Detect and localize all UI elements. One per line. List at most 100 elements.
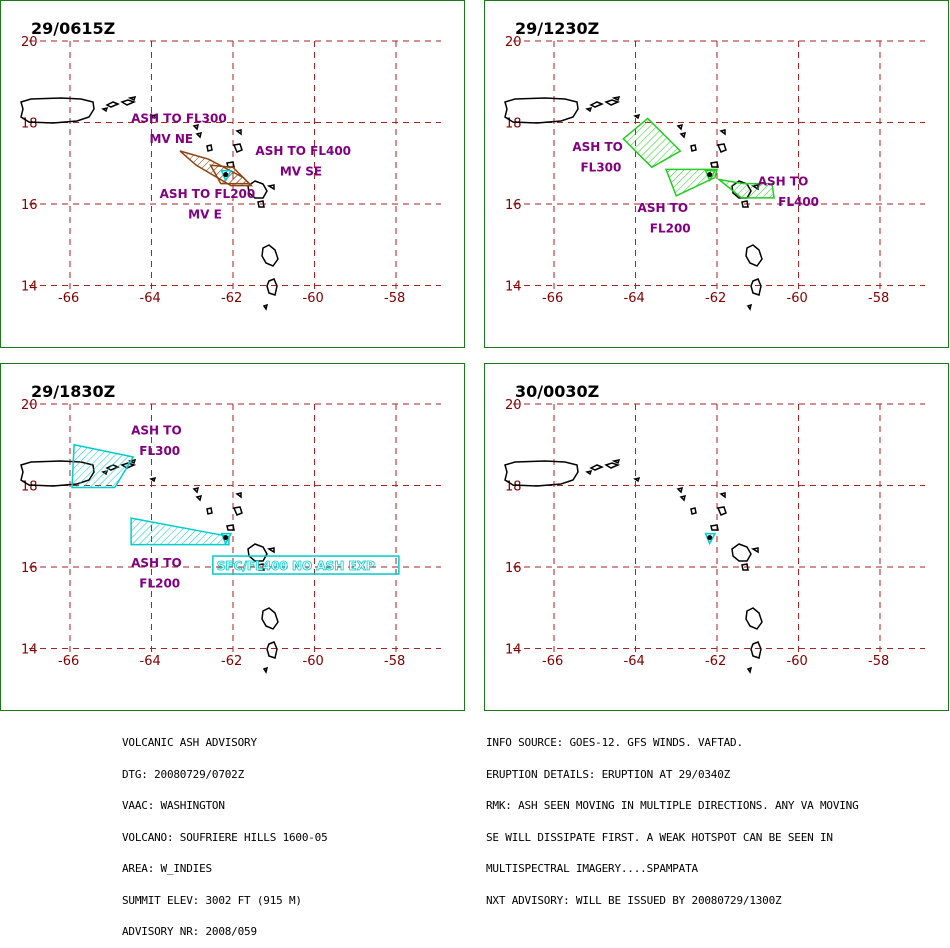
coastline <box>257 563 265 571</box>
ash-label: FL300 <box>580 160 621 174</box>
ash-label: MV E <box>188 207 222 221</box>
latitude-label: 14 <box>21 280 38 295</box>
coastline <box>745 607 763 630</box>
coastline <box>679 131 687 139</box>
advisory-line: AREA: W_INDIES <box>122 862 212 875</box>
forecast-panel-1: 20 18 16 14 -66 -64 -62 -60 -58 ASH TO FL300 MV NE… <box>0 0 465 348</box>
coastline <box>232 143 243 153</box>
latitude-label: 20 <box>505 35 522 50</box>
coastline <box>101 106 109 113</box>
ash-label: ASH TO FL400 <box>255 144 351 158</box>
advisory-line: VAAC: WASHINGTON <box>122 799 225 812</box>
latitude-label: 20 <box>21 35 38 50</box>
longitude-label: -58 <box>868 654 889 669</box>
coastline <box>105 101 120 108</box>
ash-label: ASH TO <box>758 175 809 189</box>
coastline <box>633 113 641 120</box>
coastline <box>127 459 137 465</box>
ash-label: FL400 <box>778 195 819 209</box>
advisory-line: VOLCANO: SOUFRIERE HILLS 1600-05 <box>122 830 328 844</box>
coastline <box>746 666 753 674</box>
longitude-label: -58 <box>384 291 405 306</box>
advisory-line: SE WILL DISSIPATE FIRST. A WEAK HOTSPOT … <box>486 830 833 844</box>
ash-label: FL200 <box>139 576 180 590</box>
coastline <box>266 641 278 659</box>
coastline <box>676 123 684 131</box>
coastline <box>247 180 268 199</box>
panel-time: 29/0615Z <box>31 19 116 38</box>
coastline <box>206 507 213 515</box>
coastline-group <box>20 96 279 311</box>
longitude-label: -64 <box>624 291 645 306</box>
coastline <box>20 97 95 124</box>
ash-label: ASH TO <box>131 424 182 438</box>
ash-area <box>622 117 682 169</box>
longitude-label: -64 <box>624 654 645 669</box>
longitude-label: -58 <box>868 291 889 306</box>
coastline <box>710 161 719 168</box>
coastline <box>235 492 242 499</box>
panel-time: 29/1230Z <box>515 19 600 38</box>
coastline <box>690 144 697 152</box>
advisory-line: ERUPTION DETAILS: ERUPTION AT 29/0340Z <box>486 767 731 781</box>
coastline <box>710 524 719 531</box>
coastline <box>232 506 243 516</box>
ash-area <box>716 178 775 199</box>
latitude-label: 16 <box>505 561 522 576</box>
coastline <box>745 244 763 267</box>
longitude-label: -62 <box>221 291 242 306</box>
coastline <box>266 278 278 296</box>
coastline <box>206 144 213 152</box>
volcano-marker <box>223 172 229 178</box>
latitude-label: 16 <box>21 198 38 213</box>
panel-time: 30/0030Z <box>515 382 600 401</box>
no-ash-label: SFC/FL400 NO ASH EXP <box>217 559 375 573</box>
no-ash-box <box>212 555 400 575</box>
longitude-label: -62 <box>705 291 726 306</box>
coastline <box>120 99 137 106</box>
advisory-line: ADVISORY NR: 2008/059 <box>122 925 257 938</box>
coastline <box>266 184 275 191</box>
coastline <box>589 101 604 108</box>
volcano-marker <box>223 535 229 541</box>
advisory-line: INFO SOURCE: GOES-12. GFS WINDS. VAFTAD. <box>486 736 743 749</box>
advisory-header: VOLCANIC ASH ADVISORY DTG: 20080729/0702… <box>122 717 328 948</box>
coastline <box>604 99 621 106</box>
coastline <box>504 460 579 487</box>
longitude-label: -64 <box>140 654 161 669</box>
coastline <box>611 96 621 102</box>
forecast-panel-3: 20 18 16 14 -66 -64 -62 -60 -58 ASH TO FL300 ASH TO… <box>0 363 465 711</box>
volcano-marker <box>707 172 713 178</box>
longitude-label: -66 <box>58 291 79 306</box>
coastline <box>262 666 269 674</box>
coastline <box>195 131 203 139</box>
latitude-label: 14 <box>505 643 522 658</box>
latitude-label: 16 <box>505 198 522 213</box>
coastline <box>149 476 157 483</box>
latitude-label: 14 <box>505 280 522 295</box>
coastline <box>750 547 759 554</box>
ash-label: ASH TO <box>638 201 689 215</box>
ash-label: FL300 <box>139 444 180 458</box>
coastline <box>585 106 593 113</box>
coastline <box>192 486 200 494</box>
longitude-label: -60 <box>787 654 808 669</box>
coastline <box>731 543 752 562</box>
advisory-line: DTG: 20080729/0702Z <box>122 767 245 781</box>
latitude-label: 20 <box>505 398 522 413</box>
ash-label: ASH TO <box>572 140 623 154</box>
coastline <box>750 641 762 659</box>
ash-label: ASH TO FL200 <box>160 187 256 201</box>
coastline <box>676 486 684 494</box>
latitude-label: 14 <box>21 643 38 658</box>
ash-label: ASH TO <box>131 556 182 570</box>
ash-area <box>130 517 230 546</box>
coastline <box>604 462 621 469</box>
coastline-group <box>504 96 763 311</box>
coastline <box>262 303 269 311</box>
latitude-label: 20 <box>21 398 38 413</box>
coastline <box>719 129 726 136</box>
longitude-label: -58 <box>384 654 405 669</box>
longitude-label: -60 <box>303 291 324 306</box>
